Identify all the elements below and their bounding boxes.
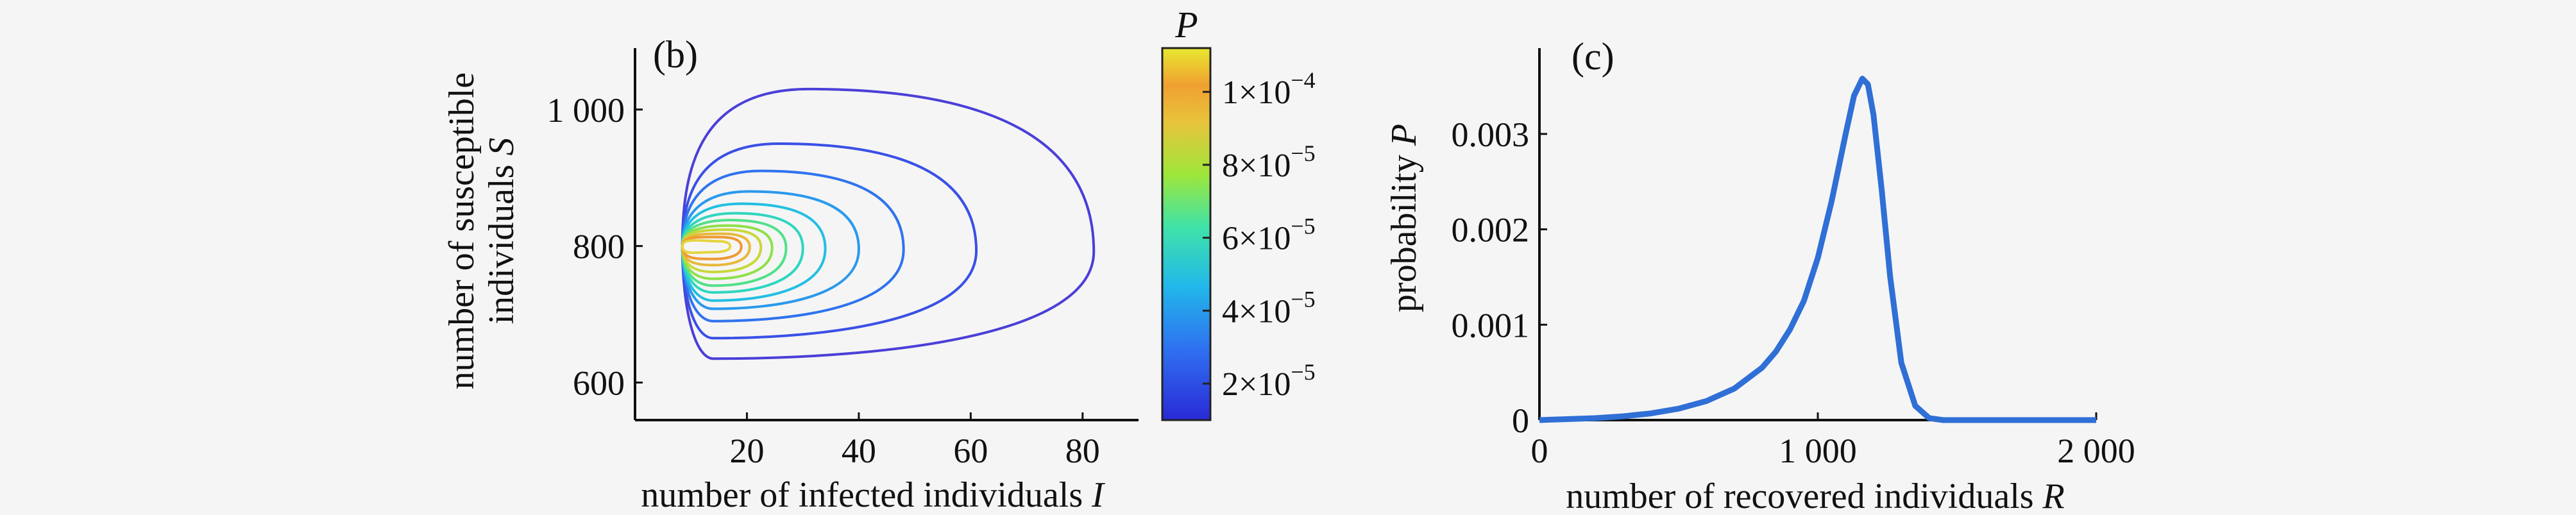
- series-line: [1539, 76, 2096, 423]
- colorbar-tick-label: 6×10−5: [1222, 214, 1316, 257]
- colorbar-tick-label: 1×10−4: [1222, 67, 1316, 111]
- c-y-ticks: 0 0.001 0.002 0.003: [1452, 115, 1547, 440]
- b-x-tick-label: 60: [953, 432, 988, 470]
- panel-c: 0 0.001 0.002 0.003 0 1 000 2 000 (c) number …: [1384, 35, 2135, 515]
- panel-b: 600 800 1 000 20 40 60 80 (b) number of infec…: [442, 4, 1316, 515]
- colorbar-tick-label: 2×10−5: [1222, 359, 1316, 403]
- c-y-tick-label: 0.002: [1452, 211, 1530, 249]
- contour-line: [681, 202, 827, 302]
- contour-line: [681, 224, 774, 280]
- colorbar-ticks: 2×10−5 4×10−5 6×10−5 8×10−5 1×10−4: [1203, 67, 1316, 403]
- b-y-title-line2: individuals S: [482, 138, 521, 325]
- b-x-tick-label: 20: [729, 432, 764, 470]
- contour-line: [681, 235, 743, 260]
- contour-line: [681, 142, 978, 340]
- colorbar-tick-label: 4×10−5: [1222, 286, 1316, 330]
- b-x-tick-label: 80: [1065, 432, 1100, 470]
- b-y-tick-label: 600: [573, 364, 625, 402]
- c-x-axis-title: number of recovered individuals R: [1566, 477, 2065, 515]
- c-y-tick-label: 0.003: [1452, 115, 1530, 154]
- c-y-tick-label: 0: [1512, 401, 1529, 440]
- contour-line: [681, 169, 905, 323]
- contour-line: [681, 219, 788, 287]
- b-x-tick-label: 40: [842, 432, 876, 470]
- b-y-tick-label: 1 000: [547, 91, 625, 130]
- c-x-ticks: 0 1 000 2 000: [1531, 412, 2135, 470]
- contour-lines: [681, 87, 1096, 360]
- b-y-tick-label: 800: [573, 228, 625, 266]
- contour-line: [681, 190, 860, 310]
- b-x-ticks: 20 40 60 80: [729, 412, 1100, 470]
- c-y-tick-label: 0.001: [1452, 306, 1530, 344]
- contour-line: [681, 212, 804, 294]
- c-y-axis-title: probability P: [1384, 124, 1424, 312]
- colorbar-tick-label: 8×10−5: [1222, 140, 1316, 184]
- b-y-ticks: 600 800 1 000: [547, 91, 643, 402]
- panel-b-label: (b): [653, 33, 698, 76]
- panel-c-label: (c): [1572, 35, 1614, 78]
- c-x-tick-label: 2 000: [2057, 432, 2135, 470]
- contour-line: [681, 228, 763, 274]
- contour-line: [681, 239, 732, 255]
- contour-line: [681, 87, 1096, 360]
- c-x-tick-label: 0: [1531, 432, 1548, 470]
- b-x-axis-title: number of infected individuals I: [641, 475, 1105, 515]
- b-y-axis-title: number of susceptible individuals S: [442, 72, 521, 390]
- b-y-title-line1: number of susceptible: [442, 72, 482, 390]
- colorbar: [1161, 47, 1212, 421]
- colorbar-title: P: [1174, 4, 1198, 46]
- contour-line: [681, 232, 751, 267]
- c-x-tick-label: 1 000: [1779, 432, 1857, 470]
